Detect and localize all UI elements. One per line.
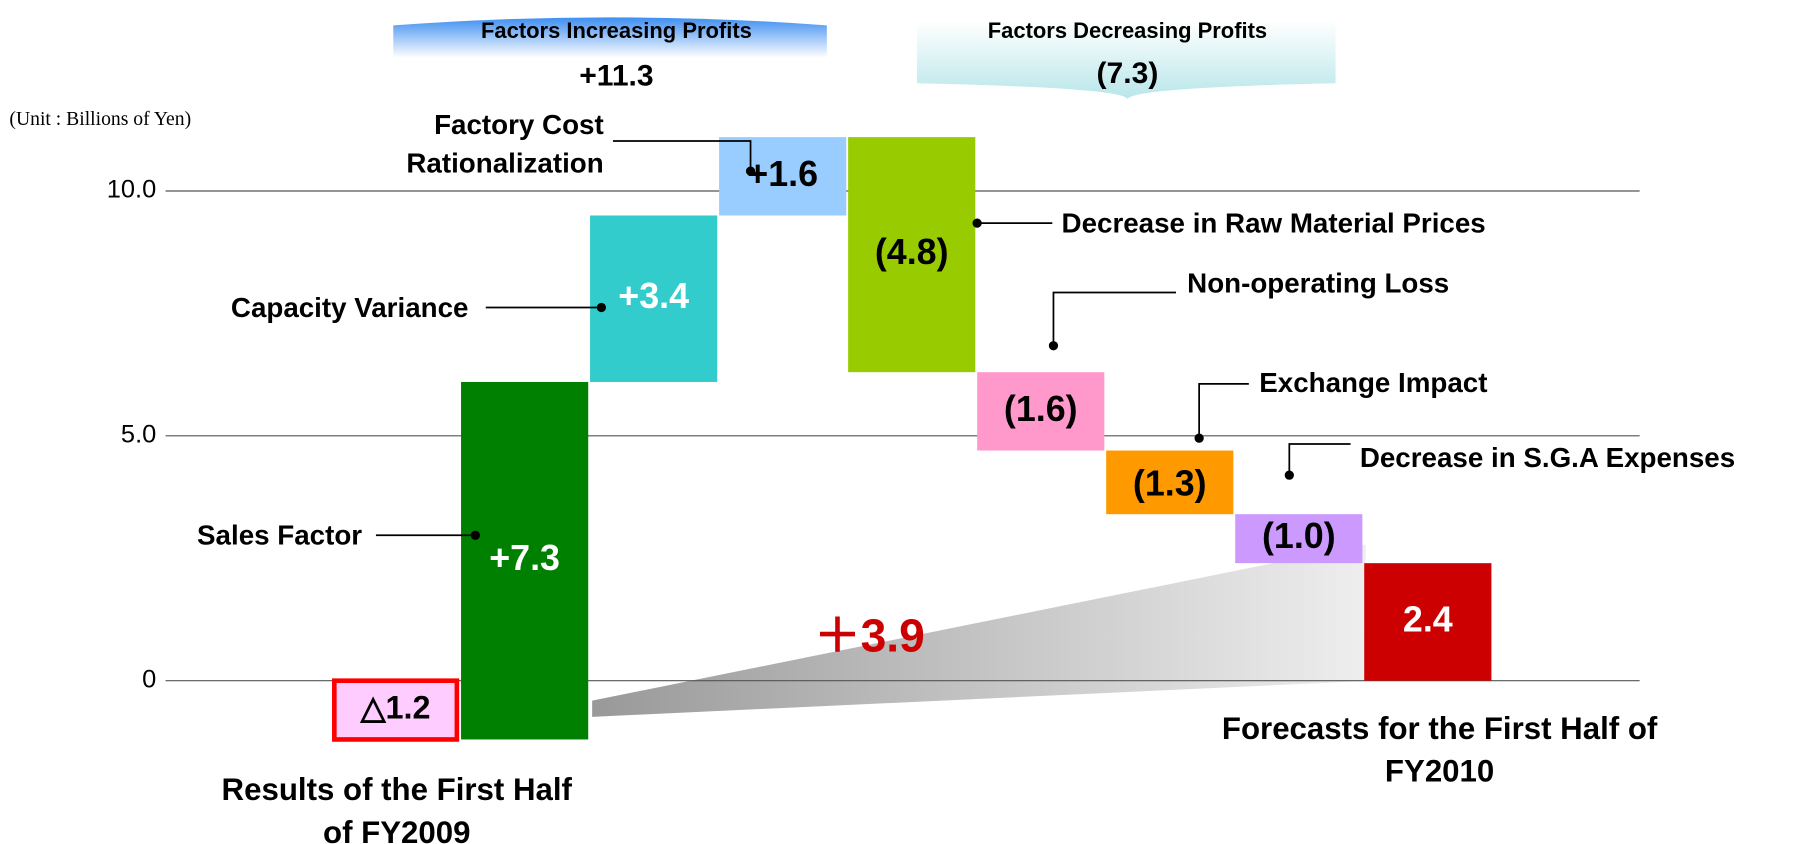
category-label: Forecasts for the First Half of FY2010	[1221, 711, 1658, 789]
unit-label: (Unit : Billions of Yen)	[9, 108, 191, 130]
category-label: Exchange Impact	[1259, 367, 1488, 399]
category-label: Capacity Variance	[230, 292, 469, 324]
category-box: Forecasts for the First Half of FY2010	[1221, 711, 1658, 789]
bar	[848, 137, 976, 373]
y-tick-label: 10.0	[107, 176, 156, 204]
value-label: +7.3	[489, 538, 560, 578]
change-value: ＋3.9	[814, 610, 925, 662]
leader-dot	[745, 166, 756, 176]
category-box: Results of the First Half of FY2009	[221, 772, 572, 844]
leader-line	[1198, 382, 1249, 439]
category-box: Decrease in Raw Material Prices	[1061, 208, 1486, 240]
leader-line	[612, 140, 752, 172]
leader-dot	[972, 218, 982, 228]
value-label: 2.4	[1403, 599, 1453, 639]
y-tick-label: 0	[142, 665, 156, 693]
leader-dot	[470, 530, 480, 540]
category-box: Exchange Impact	[1259, 367, 1488, 399]
bar	[719, 137, 847, 216]
decrease-label: Factors Decreasing Profits	[988, 18, 1267, 43]
value-label: +1.6	[747, 154, 818, 194]
leader-dot	[1048, 341, 1059, 351]
bar	[977, 372, 1105, 451]
category-box: Factory Cost Rationalization	[406, 109, 604, 180]
leader-line	[1052, 291, 1177, 346]
bar	[1106, 450, 1234, 515]
category-box: Decrease in S.G.A Expenses	[1359, 442, 1736, 475]
increase-value: +11.3	[579, 59, 653, 92]
increase-banner	[393, 17, 827, 58]
category-label: Non-operating Loss	[1187, 268, 1450, 300]
change-wedge	[592, 544, 1366, 717]
value-label: (1.0)	[1262, 516, 1336, 556]
bar	[1235, 514, 1363, 564]
bar	[332, 678, 460, 742]
category-box: Capacity Variance	[230, 292, 469, 324]
value-label: (1.3)	[1133, 463, 1207, 503]
leader-dot	[596, 302, 607, 313]
leader-line	[1288, 443, 1351, 476]
bar	[461, 381, 589, 740]
increase-label: Factors Increasing Profits	[481, 18, 752, 43]
category-label: Results of the First Half of FY2009	[221, 772, 572, 844]
leader-dot	[1194, 433, 1204, 443]
category-label: Decrease in Raw Material Prices	[1061, 208, 1486, 240]
y-tick-label: 5.0	[121, 421, 156, 449]
value-label: +3.4	[618, 276, 689, 316]
category-box: Sales Factor	[197, 520, 363, 552]
value-label: △1.2	[360, 690, 431, 726]
leader-dot	[1284, 470, 1294, 480]
value-label: (1.6)	[1004, 389, 1078, 429]
decrease-value: (7.3)	[1097, 57, 1159, 90]
bar	[1364, 563, 1492, 681]
value-label: (4.8)	[875, 232, 949, 272]
category-label: Sales Factor	[197, 520, 363, 552]
bar	[590, 215, 718, 382]
category-box: Non-operating Loss	[1187, 268, 1450, 300]
category-label: Decrease in S.G.A Expenses	[1359, 442, 1736, 475]
decrease-banner	[917, 20, 1336, 100]
category-label: Factory Cost Rationalization	[406, 109, 604, 180]
